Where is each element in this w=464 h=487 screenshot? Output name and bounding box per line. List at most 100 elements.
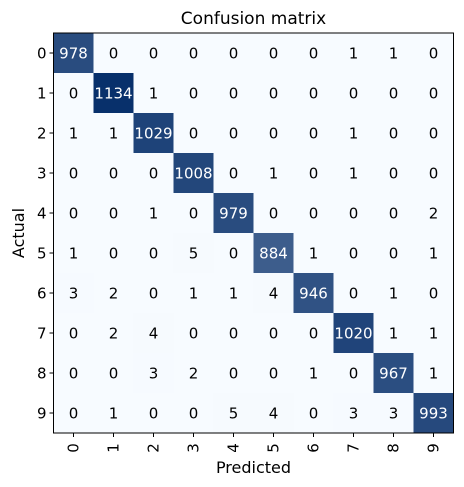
y-tick-label: 0: [37, 45, 47, 63]
cell-value-label: 0: [229, 365, 239, 383]
heatmap-cell: [93, 153, 134, 194]
x-axis-ticks: 0 1 2 3 4 5 6 7 8 9: [65, 433, 443, 453]
heatmap-cell: [53, 73, 94, 114]
heatmap-cell: [253, 73, 294, 114]
cell-value-label: 0: [309, 85, 319, 103]
heatmap-cell: [213, 353, 254, 394]
cell-value-label: 1: [429, 245, 439, 263]
heatmap-cell: [93, 353, 134, 394]
heatmap-cell: [213, 193, 254, 234]
heatmap-cell: [253, 233, 294, 274]
heatmap-cell: [173, 233, 214, 274]
heatmap-cell: [93, 33, 134, 74]
cell-value-label: 0: [69, 365, 79, 383]
cell-value-label: 0: [69, 165, 79, 183]
heatmap-cell: [133, 33, 174, 74]
cell-value-label: 5: [189, 245, 199, 263]
cell-value-label: 1: [69, 125, 79, 143]
heatmap-cell: [53, 273, 94, 314]
cell-value-label: 0: [429, 125, 439, 143]
heatmap-cell: [293, 393, 334, 434]
cell-value-label: 0: [309, 325, 319, 343]
cell-value-label: 1: [189, 285, 199, 303]
cell-value-label: 0: [269, 325, 279, 343]
heatmap-cell: [373, 73, 414, 114]
heatmap-cell: [213, 233, 254, 274]
heatmap-cell: [293, 153, 334, 194]
cell-value-label: 1134: [94, 85, 132, 103]
cell-value-label: 0: [309, 405, 319, 423]
heatmap-cell: [333, 113, 374, 154]
chart-title: Confusion matrix: [181, 9, 326, 29]
cell-value-label: 978: [59, 45, 88, 63]
cell-value-label: 1: [149, 85, 159, 103]
y-tick-label: 3: [37, 165, 47, 183]
heatmap-cell: [133, 193, 174, 234]
heatmap-cell: [213, 33, 254, 74]
cell-value-label: 0: [269, 125, 279, 143]
cell-value-label: 3: [69, 285, 79, 303]
cell-value-label: 0: [349, 85, 359, 103]
cell-value-label: 5: [229, 405, 239, 423]
cell-value-label: 946: [299, 285, 328, 303]
cell-value-label: 1020: [334, 325, 372, 343]
cell-value-label: 1: [389, 285, 399, 303]
heatmap-cell: [333, 233, 374, 274]
heatmap-cell: [373, 393, 414, 434]
y-tick-label: 4: [37, 205, 47, 223]
y-tick-label: 9: [37, 405, 47, 423]
heatmap-cell: [253, 33, 294, 74]
heatmap-cell: [53, 393, 94, 434]
y-tick-label: 1: [37, 85, 47, 103]
heatmap-cell: [213, 273, 254, 314]
heatmap-cell-labels: 978 0 0 0 0 0 0 1 1 00 1134 1 0 0 0 0 0 0 01 1 1029 0 0 0 0 1 0 00 0…: [59, 45, 448, 423]
heatmap-cell: [413, 233, 454, 274]
cell-value-label: 0: [69, 405, 79, 423]
heatmap-cell: [333, 73, 374, 114]
cell-value-label: 1029: [134, 125, 172, 143]
heatmap-cell: [333, 273, 374, 314]
cell-value-label: 1: [349, 45, 359, 63]
cell-value-label: 0: [349, 205, 359, 223]
x-tick-label: 4: [225, 443, 243, 453]
cell-value-label: 0: [429, 85, 439, 103]
cell-value-label: 0: [349, 285, 359, 303]
heatmap-cell: [333, 393, 374, 434]
cell-value-label: 0: [269, 205, 279, 223]
heatmap-cell: [253, 153, 294, 194]
cell-value-label: 1: [389, 325, 399, 343]
cell-value-label: 4: [149, 325, 159, 343]
heatmap-cell: [413, 113, 454, 154]
heatmap-cell: [53, 33, 94, 74]
cell-value-label: 0: [109, 365, 119, 383]
x-tick-label: 8: [385, 443, 403, 453]
heatmap-cell: [213, 153, 254, 194]
cell-value-label: 1: [269, 165, 279, 183]
heatmap-cell: [413, 353, 454, 394]
heatmap-cell: [93, 233, 134, 274]
heatmap-cell: [293, 313, 334, 354]
x-tick-label: 2: [145, 443, 163, 453]
cell-value-label: 993: [419, 405, 448, 423]
heatmap-cell: [53, 313, 94, 354]
cell-value-label: 0: [149, 45, 159, 63]
cell-value-label: 1: [349, 165, 359, 183]
heatmap-cell: [293, 113, 334, 154]
cell-value-label: 2: [109, 325, 119, 343]
heatmap-cell: [213, 313, 254, 354]
cell-value-label: 0: [109, 245, 119, 263]
heatmap-cell: [173, 353, 214, 394]
y-axis-label: Actual: [9, 208, 28, 258]
heatmap-cell: [133, 73, 174, 114]
cell-value-label: 0: [149, 245, 159, 263]
heatmap-cell: [413, 313, 454, 354]
heatmap-cell: [93, 113, 134, 154]
heatmap-cell: [333, 33, 374, 74]
cell-value-label: 0: [149, 285, 159, 303]
heatmap-cell: [253, 113, 294, 154]
cell-value-label: 0: [269, 45, 279, 63]
cell-value-label: 0: [189, 325, 199, 343]
heatmap-cell: [173, 33, 214, 74]
heatmap-cell: [413, 193, 454, 234]
cell-value-label: 0: [269, 365, 279, 383]
